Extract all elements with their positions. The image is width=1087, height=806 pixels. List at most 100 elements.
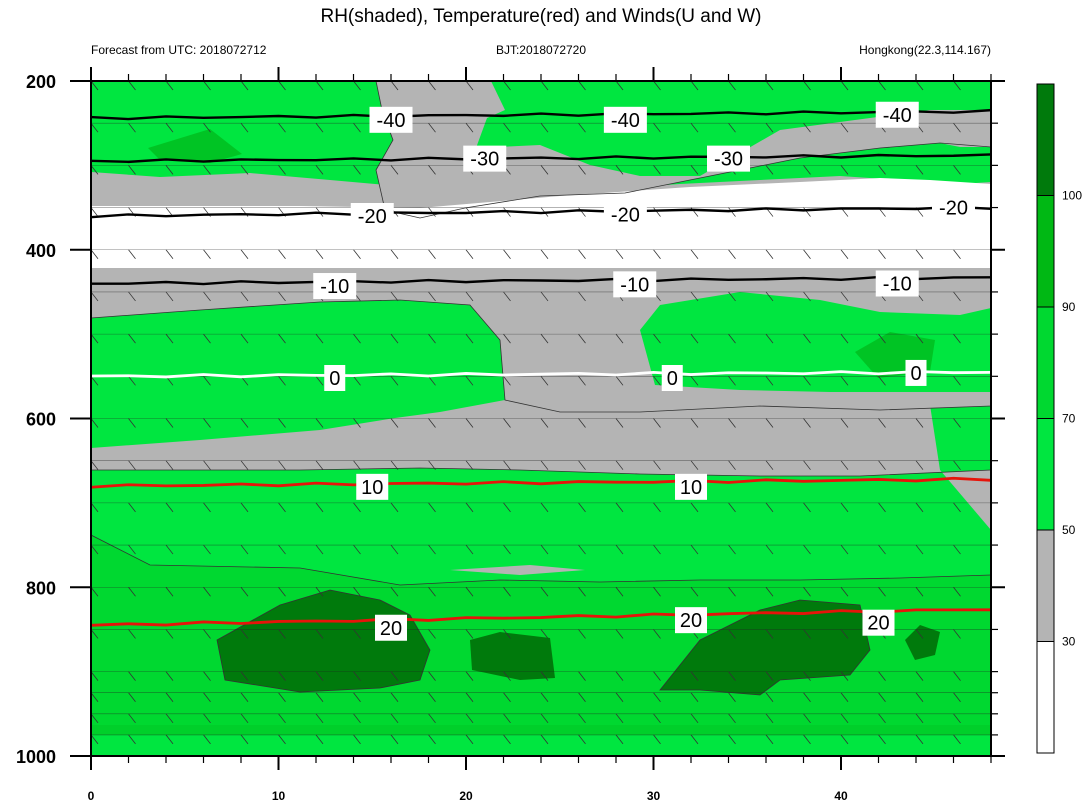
wind-barb — [240, 692, 249, 702]
wind-barb — [503, 418, 511, 428]
wind-barb — [353, 165, 361, 175]
wind-barb — [803, 502, 811, 513]
wind-barb — [615, 629, 624, 639]
wind-barb — [128, 333, 136, 344]
wind-barb — [165, 734, 174, 745]
svg-text:-10: -10 — [883, 274, 912, 296]
wind-barb — [353, 376, 361, 386]
wind-barb — [128, 544, 136, 555]
wind-barb — [540, 502, 549, 513]
rh-dry-region — [91, 268, 991, 412]
wind-barb — [503, 734, 511, 745]
wind-barb — [465, 692, 474, 702]
wind-barb — [128, 671, 136, 681]
wind-barb — [465, 418, 474, 428]
wind-barb — [878, 376, 886, 386]
wind-barb — [503, 122, 511, 133]
wind-barb — [728, 122, 736, 133]
wind-barb — [653, 207, 661, 217]
wind-barb — [616, 755, 617, 756]
wind-barb — [240, 734, 249, 745]
wind-barb — [128, 713, 136, 724]
temperature-contour-label: 10 — [675, 473, 707, 500]
wind-barb — [503, 460, 511, 470]
wind-barb — [315, 165, 324, 175]
wind-barb — [315, 692, 324, 702]
wind-barb — [391, 755, 392, 756]
y-tick-label: 1000 — [16, 747, 56, 767]
wind-barb — [315, 460, 324, 470]
svg-text:0: 0 — [910, 363, 921, 385]
wind-barb — [240, 460, 249, 470]
wind-barb — [840, 165, 849, 175]
wind-barb — [690, 333, 699, 344]
wind-barb — [653, 460, 661, 470]
rh-contour — [91, 534, 991, 586]
wind-barb — [165, 122, 174, 133]
rh-dry-region — [450, 565, 585, 575]
wind-barb — [840, 376, 849, 386]
wind-barb — [990, 123, 991, 124]
wind-barb — [615, 460, 624, 470]
x-tick-label: 20 — [459, 789, 473, 803]
wind-barb — [165, 587, 174, 597]
wind-barb — [765, 122, 774, 133]
wind-barb — [240, 418, 249, 428]
wind-barb — [878, 460, 886, 470]
wind-barb — [840, 249, 849, 259]
wind-barb — [803, 207, 811, 217]
wind-barb — [728, 460, 736, 470]
svg-text:-10: -10 — [620, 274, 649, 296]
wind-barb — [278, 629, 286, 639]
wind-barb — [653, 692, 661, 702]
wind-barb — [578, 587, 586, 597]
wind-barb — [990, 629, 991, 631]
wind-barb — [428, 755, 430, 756]
wind-barb — [803, 418, 811, 428]
colorbar-segment — [1036, 418, 1055, 531]
temperature-contour-label: 0 — [324, 365, 346, 391]
wind-barb — [840, 460, 849, 470]
wind-barb — [578, 81, 586, 91]
svg-text:-30: -30 — [470, 149, 499, 171]
wind-barb — [91, 418, 99, 428]
wind-barb — [128, 460, 136, 470]
wind-barb — [465, 333, 474, 344]
wind-barb — [540, 376, 549, 386]
rh-contour — [375, 81, 991, 219]
wind-barb — [91, 165, 99, 175]
wind-barb — [878, 249, 886, 259]
svg-text:0: 0 — [329, 368, 340, 390]
rh-contour — [216, 589, 431, 693]
wind-barb — [128, 418, 136, 428]
wind-barb — [840, 291, 849, 302]
wind-barb — [91, 544, 99, 555]
wind-barb — [990, 334, 991, 335]
wind-barb — [690, 418, 699, 428]
wind-barb — [690, 734, 699, 745]
wind-barb — [503, 502, 511, 513]
wind-barb — [765, 291, 774, 302]
wind-barb — [653, 249, 661, 259]
temperature-contour-line — [91, 275, 991, 286]
wind-barb — [878, 734, 886, 745]
colorbar-tick-label: 30 — [1062, 635, 1076, 649]
wind-barb — [765, 713, 774, 724]
wind-barb — [990, 460, 991, 462]
temperature-contour-line — [91, 205, 991, 219]
wind-barb — [953, 376, 961, 386]
wind-barbs — [91, 81, 991, 756]
wind-barb — [765, 81, 774, 91]
wind-barb — [503, 692, 511, 702]
wind-barb — [578, 333, 586, 344]
wind-barb — [840, 713, 849, 724]
svg-text:-40: -40 — [883, 105, 912, 127]
wind-barb — [765, 165, 774, 175]
wind-barb — [91, 122, 99, 133]
wind-barb — [428, 81, 436, 91]
wind-barb — [653, 418, 661, 428]
wind-barb — [203, 692, 211, 702]
wind-barb — [690, 291, 699, 302]
wind-barb — [278, 734, 286, 745]
rh-colorbar: 30 50 70 90 100 — [1036, 83, 1082, 754]
